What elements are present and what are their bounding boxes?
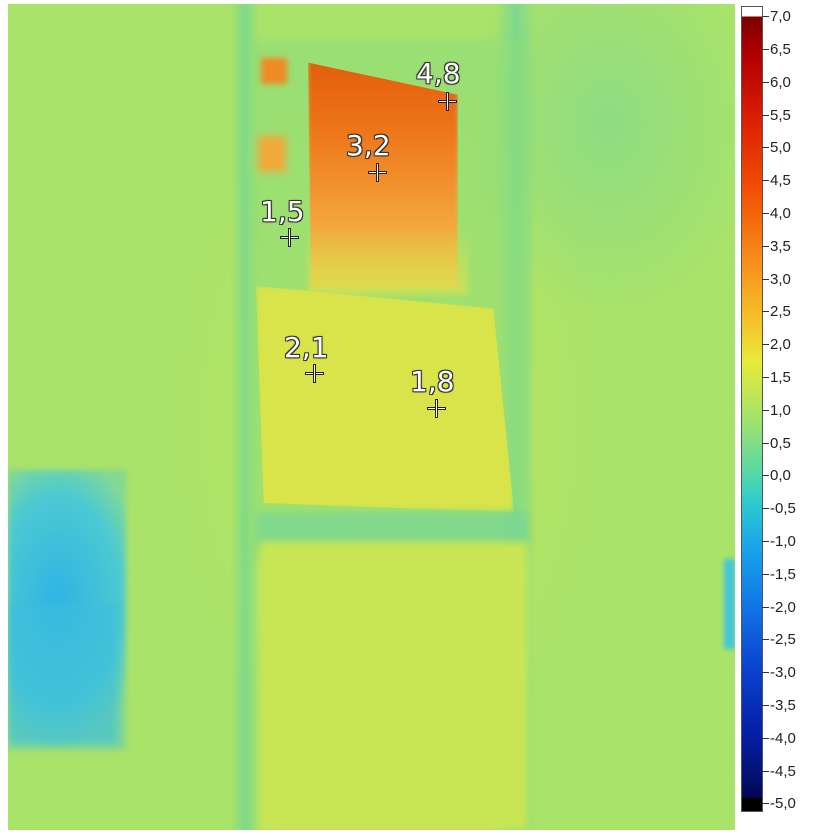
scale-tick-label: -1,5: [770, 565, 796, 583]
scale-tick: 7,0: [762, 6, 791, 26]
scale-tick-label: 0,0: [770, 466, 791, 484]
warm-panel-lower: [260, 542, 528, 830]
scale-tick-label: -4,5: [770, 762, 796, 780]
scale-tick: -3,5: [762, 695, 796, 715]
warm-panel-middle: [256, 286, 514, 512]
scale-tick: 2,5: [762, 301, 791, 321]
temperature-value: 1,5: [260, 195, 305, 228]
scale-tick: 3,5: [762, 236, 791, 256]
scale-tick: 6,0: [762, 72, 791, 92]
cold-edge-right: [724, 559, 735, 649]
scale-tick-label: 4,0: [770, 204, 791, 222]
scale-tick: 5,5: [762, 105, 791, 125]
scale-tick-label: -1,0: [770, 532, 796, 550]
scale-tick: -2,5: [762, 629, 796, 649]
scale-tick: -3,0: [762, 662, 796, 682]
temperature-value: 1,8: [410, 365, 455, 398]
scale-tick: -4,0: [762, 728, 796, 748]
temperature-scale-bar: [741, 6, 763, 812]
cold-block-lower: [8, 604, 118, 744]
scale-tick-label: 5,0: [770, 138, 791, 156]
scale-tick-label: -3,0: [770, 663, 796, 681]
temperature-value: 2,1: [284, 331, 329, 364]
scale-tick: -1,0: [762, 531, 796, 551]
scale-tick: 1,5: [762, 367, 791, 387]
scale-tick-label: -3,5: [770, 696, 796, 714]
scale-tick-label: 6,5: [770, 40, 791, 58]
scale-tick-label: -2,0: [770, 598, 796, 616]
scale-tick-label: -4,0: [770, 729, 796, 747]
crosshair-icon: [427, 399, 446, 418]
scale-tick-label: 4,5: [770, 171, 791, 189]
scale-tick: 5,0: [762, 137, 791, 157]
scale-tick: -5,0: [762, 793, 796, 813]
scale-tick: -1,5: [762, 564, 796, 584]
hot-strip-middle: [258, 136, 286, 172]
temperature-value: 4,8: [416, 57, 461, 90]
scale-tick-label: -5,0: [770, 794, 796, 812]
crosshair-icon: [438, 92, 457, 111]
scale-tick-label: 3,5: [770, 237, 791, 255]
scale-tick-label: 0,5: [770, 434, 791, 452]
scale-tick-label: 6,0: [770, 73, 791, 91]
thermal-image: 4,8 3,2 1,5 2,1 1,8: [8, 4, 735, 830]
scale-tick-label: 1,5: [770, 368, 791, 386]
scale-tick: 2,0: [762, 334, 791, 354]
scale-tick: 6,5: [762, 39, 791, 59]
crosshair-icon: [368, 163, 387, 182]
hot-strip-top: [261, 58, 287, 84]
scale-tick: -2,0: [762, 597, 796, 617]
scale-tick-label: 3,0: [770, 270, 791, 288]
scale-tick-label: 2,0: [770, 335, 791, 353]
scale-tick: 4,5: [762, 170, 791, 190]
scale-tick-label: -0,5: [770, 499, 796, 517]
cool-transom: [256, 512, 528, 546]
temperature-scale-labels: 7,0 6,5 6,0 5,5 5,0 4,5 4,0 3,5 3,0 2,5 …: [762, 0, 827, 835]
scale-tick-label: 7,0: [770, 7, 791, 25]
scale-tick: 3,0: [762, 269, 791, 289]
crosshair-icon: [280, 228, 299, 247]
scale-tick: 0,0: [762, 465, 791, 485]
scale-tick-label: 1,0: [770, 401, 791, 419]
scale-tick-label: 2,5: [770, 302, 791, 320]
scale-tick: 1,0: [762, 400, 791, 420]
scale-tick: -4,5: [762, 761, 796, 781]
crosshair-icon: [305, 364, 324, 383]
scale-tick: 0,5: [762, 433, 791, 453]
scale-tick: 4,0: [762, 203, 791, 223]
scale-tick: -0,5: [762, 498, 796, 518]
hot-window-pane-lower: [308, 224, 468, 294]
scale-tick-label: -2,5: [770, 630, 796, 648]
temperature-value: 3,2: [346, 129, 391, 162]
scale-tick-label: 5,5: [770, 106, 791, 124]
